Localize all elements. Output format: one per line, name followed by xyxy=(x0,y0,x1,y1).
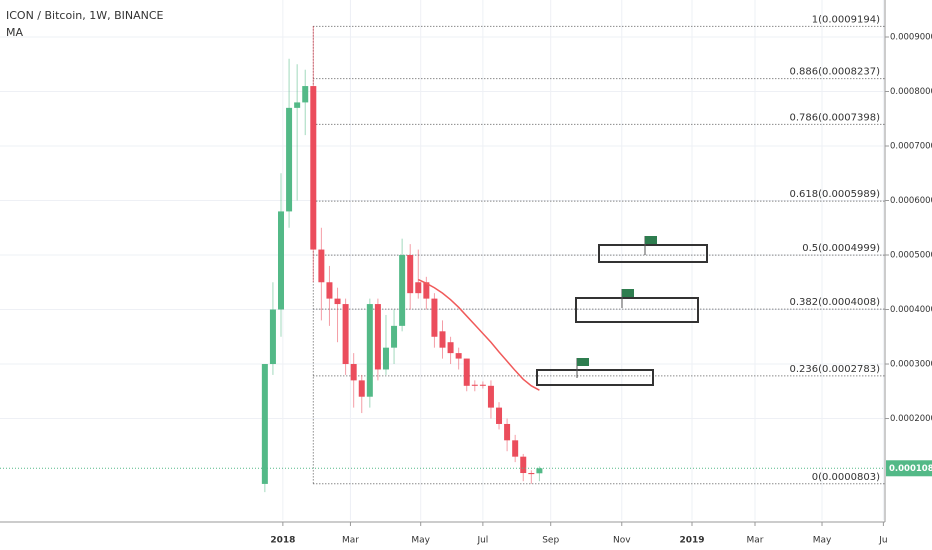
candle-body xyxy=(278,211,285,310)
candle-body xyxy=(366,304,373,397)
x-tick-label: Mar xyxy=(342,536,359,546)
candle-body xyxy=(318,249,325,283)
y-tick-label: 0.0002000 xyxy=(890,414,932,424)
candle-body xyxy=(415,282,422,294)
x-tick-label: 2018 xyxy=(270,536,295,546)
candle-body xyxy=(350,364,357,381)
fib-label: 0.5(0.0004999) xyxy=(802,243,880,254)
x-tick-label: May xyxy=(813,536,832,546)
candle-body xyxy=(496,407,503,424)
y-tick-label: 0.0003000 xyxy=(890,360,932,370)
candle-body xyxy=(302,86,309,103)
candle-body xyxy=(520,456,527,474)
candle-body xyxy=(479,384,486,386)
candle-body xyxy=(439,331,446,348)
indicator-label: MA xyxy=(6,26,23,39)
candle-body xyxy=(294,102,301,108)
x-tick-label: 2019 xyxy=(679,536,704,546)
x-tick-label: May xyxy=(411,536,430,546)
candle-body xyxy=(326,282,333,299)
fib-label: 0.786(0.0007398) xyxy=(789,112,880,123)
fib-label: 0.618(0.0005989) xyxy=(789,189,880,200)
last-price-box xyxy=(886,460,932,477)
x-tick-label: Mar xyxy=(747,536,764,546)
candle-body xyxy=(431,298,438,337)
candle-body xyxy=(399,255,406,326)
box xyxy=(575,297,699,323)
candle-body xyxy=(358,380,365,397)
fib-label: 0.382(0.0004008) xyxy=(789,297,880,308)
x-tick-label: Sep xyxy=(542,536,559,546)
axis-layer: 0.0009000 0.0008000 0.0007000 0.0006000 0.00… xyxy=(270,33,932,546)
candle-body xyxy=(269,309,276,365)
candle-body xyxy=(261,364,268,484)
fib-layer: 1(0.0009194) 0.886(0.0008237) 0.786(0.0007… xyxy=(312,14,885,485)
candle-body xyxy=(487,385,494,408)
y-tick-label: 0.0008000 xyxy=(890,87,932,97)
y-tick-label: 0.0005000 xyxy=(890,251,932,261)
candle-body xyxy=(374,304,381,370)
box xyxy=(598,244,708,263)
candle-layer xyxy=(0,26,885,493)
drawing-boxes xyxy=(536,236,708,386)
candle-body xyxy=(382,347,389,370)
x-tick-label: Jul xyxy=(476,536,488,546)
candle-body xyxy=(391,325,398,348)
flag xyxy=(622,289,634,297)
last-price-label: 0.0001087 xyxy=(889,464,932,474)
x-tick-label: Ju xyxy=(878,536,887,546)
candle-body xyxy=(455,353,462,359)
candle-body xyxy=(286,107,293,212)
fib-label: 0(0.0000803) xyxy=(812,472,880,483)
grid-layer xyxy=(0,0,885,520)
box xyxy=(536,369,654,386)
candle-body xyxy=(447,342,454,354)
candle-body xyxy=(342,304,349,365)
fib-label: 0.236(0.0002783) xyxy=(789,364,880,375)
flag xyxy=(577,358,589,366)
candle-body xyxy=(310,86,317,250)
candle-body xyxy=(536,468,543,474)
candle-body xyxy=(334,298,341,305)
y-tick-label: 0.0007000 xyxy=(890,142,932,152)
candle-body xyxy=(512,440,519,457)
y-tick-label: 0.0004000 xyxy=(890,305,932,315)
fib-label: 0.886(0.0008237) xyxy=(789,67,880,78)
chart-title: ICON / Bitcoin, 1W, BINANCE xyxy=(6,9,164,22)
candle-body xyxy=(504,423,511,441)
candle-body xyxy=(528,473,535,475)
candle-body xyxy=(471,384,478,386)
flag xyxy=(645,236,657,244)
candle-body xyxy=(423,282,430,299)
ma-line xyxy=(417,278,540,391)
y-tick-label: 0.0009000 xyxy=(890,33,932,43)
y-tick-label: 0.0006000 xyxy=(890,196,932,206)
x-tick-label: Nov xyxy=(613,536,631,546)
candle-body xyxy=(463,358,470,386)
fib-label: 1(0.0009194) xyxy=(812,14,880,25)
candle-body xyxy=(407,255,414,294)
